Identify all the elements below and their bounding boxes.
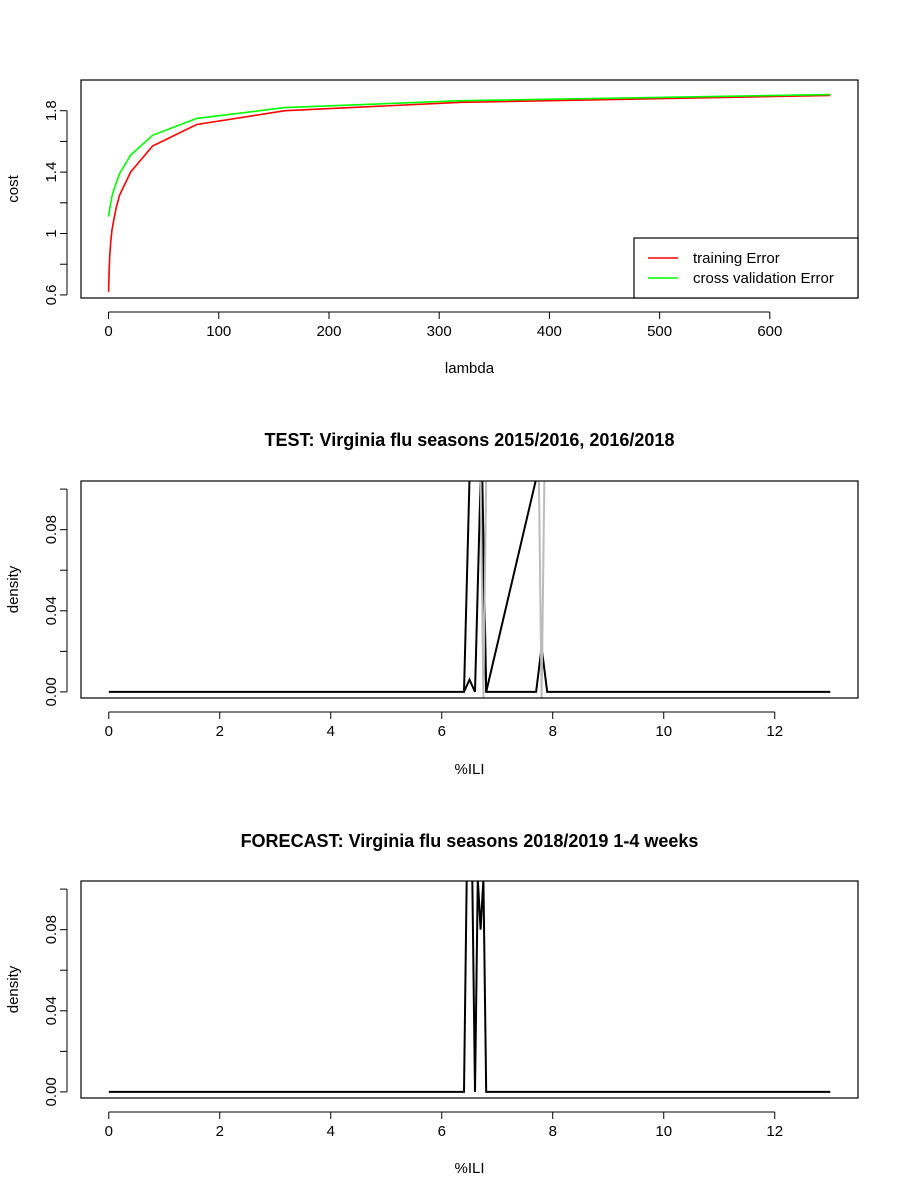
x-tick-label: 400 (537, 323, 562, 340)
y-tick-label: 0.6 (43, 284, 60, 305)
series-line-1 (463, 481, 537, 693)
x-tick-label: 2 (216, 1123, 224, 1140)
series-line-0 (108, 881, 831, 1093)
x-tick-label: 600 (757, 323, 782, 340)
y-tick-label: 1.8 (43, 100, 60, 121)
y-axis-title: density (5, 965, 22, 1013)
x-tick-label: 10 (655, 723, 672, 740)
chart-title: FORECAST: Virginia flu seasons 2018/2019… (241, 831, 699, 851)
x-axis-title: lambda (445, 360, 495, 377)
x-tick-label: 500 (647, 323, 672, 340)
x-tick-label: 0 (105, 1123, 113, 1140)
x-tick-label: 6 (438, 1123, 446, 1140)
x-tick-label: 6 (438, 723, 446, 740)
y-axis-title: density (5, 565, 22, 613)
y-tick-label: 0.08 (43, 515, 60, 544)
x-tick-label: 10 (655, 1123, 672, 1140)
plot-frame (80, 480, 859, 699)
x-tick-label: 200 (316, 323, 341, 340)
x-axis-title: %ILI (454, 1160, 484, 1177)
x-tick-label: 4 (327, 723, 335, 740)
x-tick-label: 8 (549, 723, 557, 740)
y-tick-label: 0.00 (43, 677, 60, 706)
series-group (108, 481, 831, 698)
plot-frame (80, 79, 859, 299)
y-tick-label: 1.4 (43, 162, 60, 183)
series-line-0 (107, 94, 831, 292)
x-axis-title: %ILI (454, 761, 484, 778)
plot-frame (80, 880, 859, 1099)
x-tick-label: 2 (216, 723, 224, 740)
y-axis-title: cost (5, 174, 22, 202)
series-group (108, 881, 831, 1093)
x-tick-label: 4 (327, 1123, 335, 1140)
chart-panel-forecast: FORECAST: Virginia flu seasons 2018/2019… (5, 831, 859, 1177)
chart-panel-test: TEST: Virginia flu seasons 2015/2016, 20… (5, 430, 859, 778)
legend-label: training Error (693, 250, 780, 267)
x-tick-label: 100 (206, 323, 231, 340)
chart-panel-cost: 0 100 200 300 400 500 600 0.6 1 1.4 1.8 lambda cost t… (5, 79, 859, 377)
y-tick-label: 0.00 (43, 1077, 60, 1106)
x-tick-label: 0 (105, 723, 113, 740)
y-tick-label: 0.08 (43, 915, 60, 944)
y-tick-label: 0.04 (43, 996, 60, 1025)
chart-title: TEST: Virginia flu seasons 2015/2016, 20… (265, 430, 675, 450)
y-tick-label: 1 (43, 229, 60, 237)
legend: training Error cross validation Error (633, 237, 859, 299)
legend-label: cross validation Error (693, 270, 834, 287)
x-tick-label: 12 (766, 1123, 783, 1140)
series-group (107, 93, 831, 292)
x-tick-label: 8 (549, 1123, 557, 1140)
x-tick-label: 12 (766, 723, 783, 740)
x-tick-label: 300 (427, 323, 452, 340)
x-tick-label: 0 (104, 323, 112, 340)
series-line-2 (479, 481, 546, 698)
series-line-0 (108, 481, 831, 693)
series-line-1 (107, 93, 831, 217)
y-tick-label: 0.04 (43, 596, 60, 625)
